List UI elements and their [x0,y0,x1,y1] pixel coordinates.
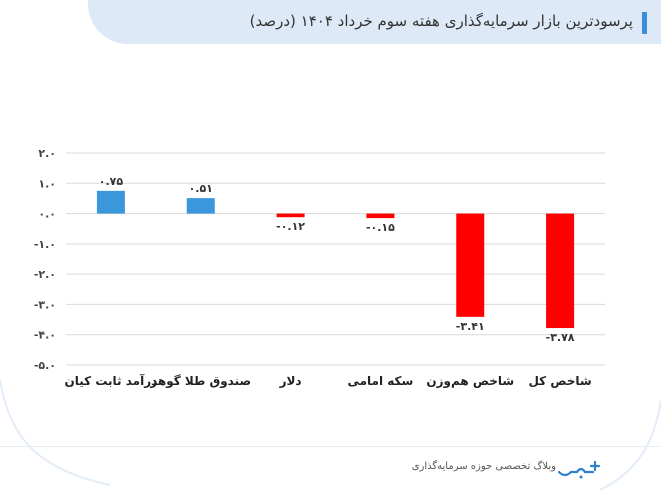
bar [276,213,305,218]
data-label: ۰.۷۵ [99,175,124,188]
footer-text: وبلاگ تخصصی حوزه سرمایه‌گذاری [411,461,556,472]
data-label: -۰.۱۵ [366,221,395,234]
data-label: -۳.۷۸ [546,331,575,344]
footer-divider [0,446,661,447]
bar [546,213,575,329]
x-tick-label: درآمد ثابت کیان [65,373,158,388]
bar [456,213,485,317]
data-label: -۳.۴۱ [456,320,485,333]
y-tick-label: -۵.۰ [34,359,56,372]
sarmaye-logo-icon [557,458,603,480]
x-tick-label: شاخص کل [528,374,591,388]
y-tick-label: -۱.۰ [34,238,56,251]
y-tick-label: -۴.۰ [34,329,56,342]
x-tick-label: دلار [279,374,302,388]
y-tick-label: ۱.۰ [38,177,56,190]
y-tick-label: -۳.۰ [34,298,56,311]
bar [96,190,125,214]
data-label: -۰.۱۲ [276,220,305,233]
x-tick-label: صندوق طلا گوهر [149,374,251,389]
y-tick-label: ۲.۰ [38,147,56,160]
x-tick-label: سکه امامی [347,374,413,388]
bar [366,213,395,219]
y-tick-label: -۲.۰ [34,268,56,281]
y-tick-label: ۰.۰ [38,208,56,221]
header-accent-bar [642,12,647,34]
chart-title: پرسودترین بازار سرمایه‌گذاری هفته سوم خر… [249,12,633,30]
x-tick-label: شاخص هم‌وزن [426,374,514,389]
header-band [88,0,661,44]
bar [186,198,215,214]
data-label: ۰.۵۱ [189,182,213,195]
